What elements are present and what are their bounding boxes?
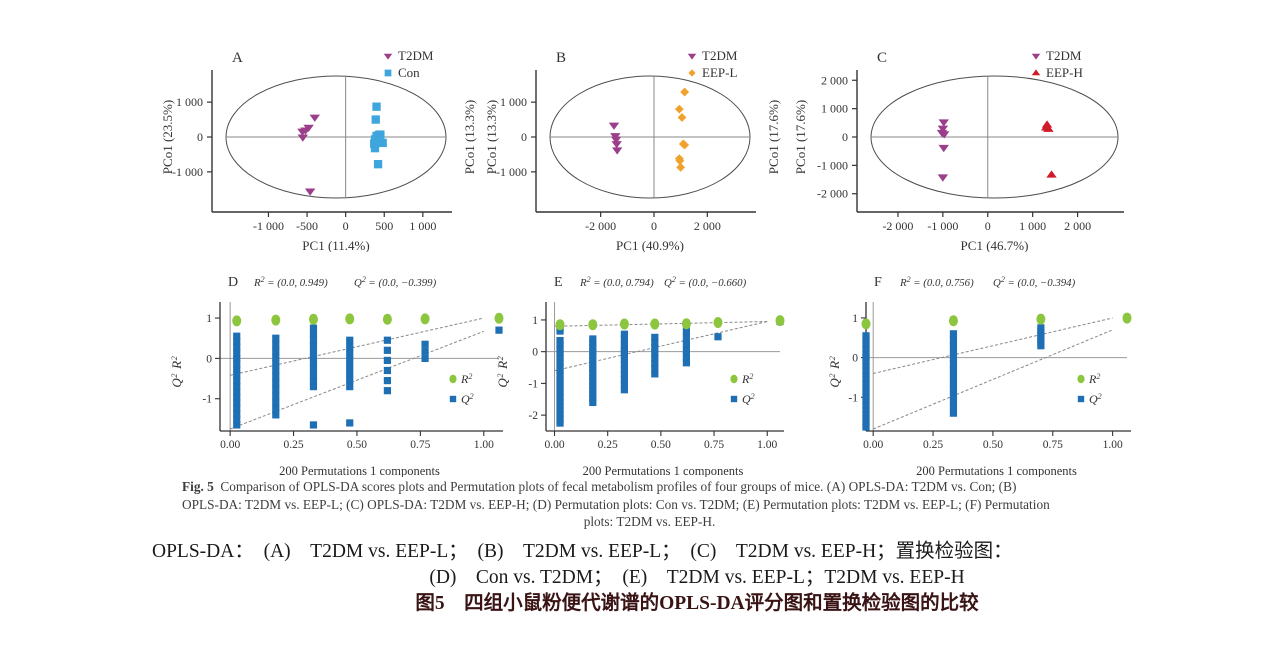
svg-text:EEP-H: EEP-H — [1046, 65, 1083, 80]
svg-text:PCo1 (17.6%): PCo1 (17.6%) — [766, 100, 781, 174]
svg-text:1 000: 1 000 — [1019, 219, 1046, 233]
svg-text:-2 000: -2 000 — [882, 219, 913, 233]
svg-text:PCo1 (13.3%): PCo1 (13.3%) — [484, 100, 499, 174]
svg-text:0: 0 — [197, 130, 203, 144]
svg-text:200 Permutations 1 components: 200 Permutations 1 components — [583, 464, 744, 477]
svg-text:Con: Con — [398, 65, 420, 80]
svg-text:-1: -1 — [848, 392, 858, 404]
svg-text:1 000: 1 000 — [409, 219, 436, 233]
svg-text:1 000: 1 000 — [821, 102, 848, 116]
svg-text:Q2 = (0.0, −0.660): Q2 = (0.0, −0.660) — [664, 275, 747, 290]
svg-text:0: 0 — [985, 219, 991, 233]
svg-text:-2 000: -2 000 — [585, 219, 616, 233]
svg-text:R2 = (0.0, 0.794): R2 = (0.0, 0.794) — [579, 275, 654, 290]
svg-text:2 000: 2 000 — [1064, 219, 1091, 233]
svg-text:0.50: 0.50 — [983, 439, 1003, 451]
svg-text:PC1 (40.9%): PC1 (40.9%) — [616, 238, 684, 252]
svg-text:2 000: 2 000 — [694, 219, 721, 233]
svg-text:Q2: Q2 — [461, 392, 474, 406]
svg-text:1.00: 1.00 — [757, 439, 777, 451]
svg-text:2 000: 2 000 — [821, 73, 848, 87]
svg-text:PCo1 (13.3%): PCo1 (13.3%) — [462, 100, 477, 174]
svg-text:R2: R2 — [169, 355, 184, 369]
svg-text:R2: R2 — [495, 355, 510, 369]
svg-text:T2DM: T2DM — [398, 48, 434, 63]
svg-text:Q2: Q2 — [827, 373, 842, 388]
svg-text:R2 = (0.0, 0.949): R2 = (0.0, 0.949) — [253, 275, 328, 290]
svg-text:0: 0 — [206, 353, 212, 365]
svg-text:T2DM: T2DM — [702, 48, 738, 63]
svg-text:-1 000: -1 000 — [927, 219, 958, 233]
svg-text:200 Permutations 1 components: 200 Permutations 1 components — [279, 464, 440, 477]
svg-text:C: C — [877, 50, 887, 66]
svg-text:0: 0 — [343, 219, 349, 233]
svg-text:Q2: Q2 — [1089, 392, 1102, 406]
svg-text:0.75: 0.75 — [1043, 439, 1063, 451]
svg-text:PCo1 (23.5%): PCo1 (23.5%) — [160, 100, 175, 174]
svg-text:1.00: 1.00 — [1103, 439, 1123, 451]
svg-text:-1 000: -1 000 — [172, 165, 203, 179]
svg-text:0.00: 0.00 — [863, 439, 883, 451]
svg-text:PCo1 (17.6%): PCo1 (17.6%) — [793, 100, 808, 174]
svg-text:F: F — [874, 275, 882, 290]
svg-text:B: B — [556, 50, 566, 66]
svg-text:PC1 (11.4%): PC1 (11.4%) — [302, 238, 369, 252]
svg-text:Q2: Q2 — [495, 373, 510, 388]
svg-text:1: 1 — [206, 313, 212, 325]
svg-text:-2: -2 — [528, 410, 538, 422]
svg-text:D: D — [228, 275, 238, 290]
svg-text:0.00: 0.00 — [220, 439, 240, 451]
svg-text:1: 1 — [852, 313, 858, 325]
svg-text:1 000: 1 000 — [176, 95, 203, 109]
svg-text:R2 = (0.0, 0.756): R2 = (0.0, 0.756) — [899, 275, 974, 290]
svg-text:PC1 (46.7%): PC1 (46.7%) — [961, 238, 1029, 252]
svg-text:-1: -1 — [202, 394, 212, 406]
svg-text:0.25: 0.25 — [598, 439, 618, 451]
svg-text:R2: R2 — [1088, 372, 1100, 386]
svg-text:Q2 = (0.0, −0.394): Q2 = (0.0, −0.394) — [993, 275, 1076, 290]
svg-text:1.00: 1.00 — [474, 439, 494, 451]
svg-text:0: 0 — [842, 130, 848, 144]
svg-text:-2 000: -2 000 — [817, 187, 848, 201]
svg-text:R2: R2 — [827, 355, 842, 369]
svg-text:EEP-L: EEP-L — [702, 65, 737, 80]
svg-text:Q2: Q2 — [742, 392, 755, 406]
svg-text:0.50: 0.50 — [347, 439, 367, 451]
svg-text:-500: -500 — [296, 219, 318, 233]
svg-text:200 Permutations 1 components: 200 Permutations 1 components — [916, 464, 1077, 477]
svg-text:T2DM: T2DM — [1046, 48, 1082, 63]
svg-text:-1 000: -1 000 — [496, 165, 527, 179]
svg-text:0.25: 0.25 — [923, 439, 943, 451]
svg-text:0.75: 0.75 — [410, 439, 430, 451]
svg-text:0: 0 — [532, 347, 538, 359]
svg-text:-1 000: -1 000 — [817, 158, 848, 172]
svg-text:Q2 = (0.0, −0.399): Q2 = (0.0, −0.399) — [354, 275, 437, 290]
svg-text:500: 500 — [375, 219, 393, 233]
svg-text:0.25: 0.25 — [283, 439, 303, 451]
svg-text:A: A — [232, 50, 243, 66]
svg-text:0: 0 — [852, 353, 858, 365]
svg-text:-1 000: -1 000 — [253, 219, 284, 233]
svg-text:1: 1 — [532, 315, 538, 327]
svg-text:R2: R2 — [741, 372, 753, 386]
svg-text:0: 0 — [521, 130, 527, 144]
svg-text:Q2: Q2 — [169, 373, 184, 388]
svg-text:-1: -1 — [528, 378, 538, 390]
svg-text:E: E — [554, 275, 563, 290]
svg-text:0.50: 0.50 — [651, 439, 671, 451]
svg-text:0.75: 0.75 — [704, 439, 724, 451]
svg-text:0.00: 0.00 — [544, 439, 564, 451]
svg-text:1 000: 1 000 — [500, 95, 527, 109]
svg-text:R2: R2 — [460, 372, 472, 386]
svg-text:0: 0 — [651, 219, 657, 233]
